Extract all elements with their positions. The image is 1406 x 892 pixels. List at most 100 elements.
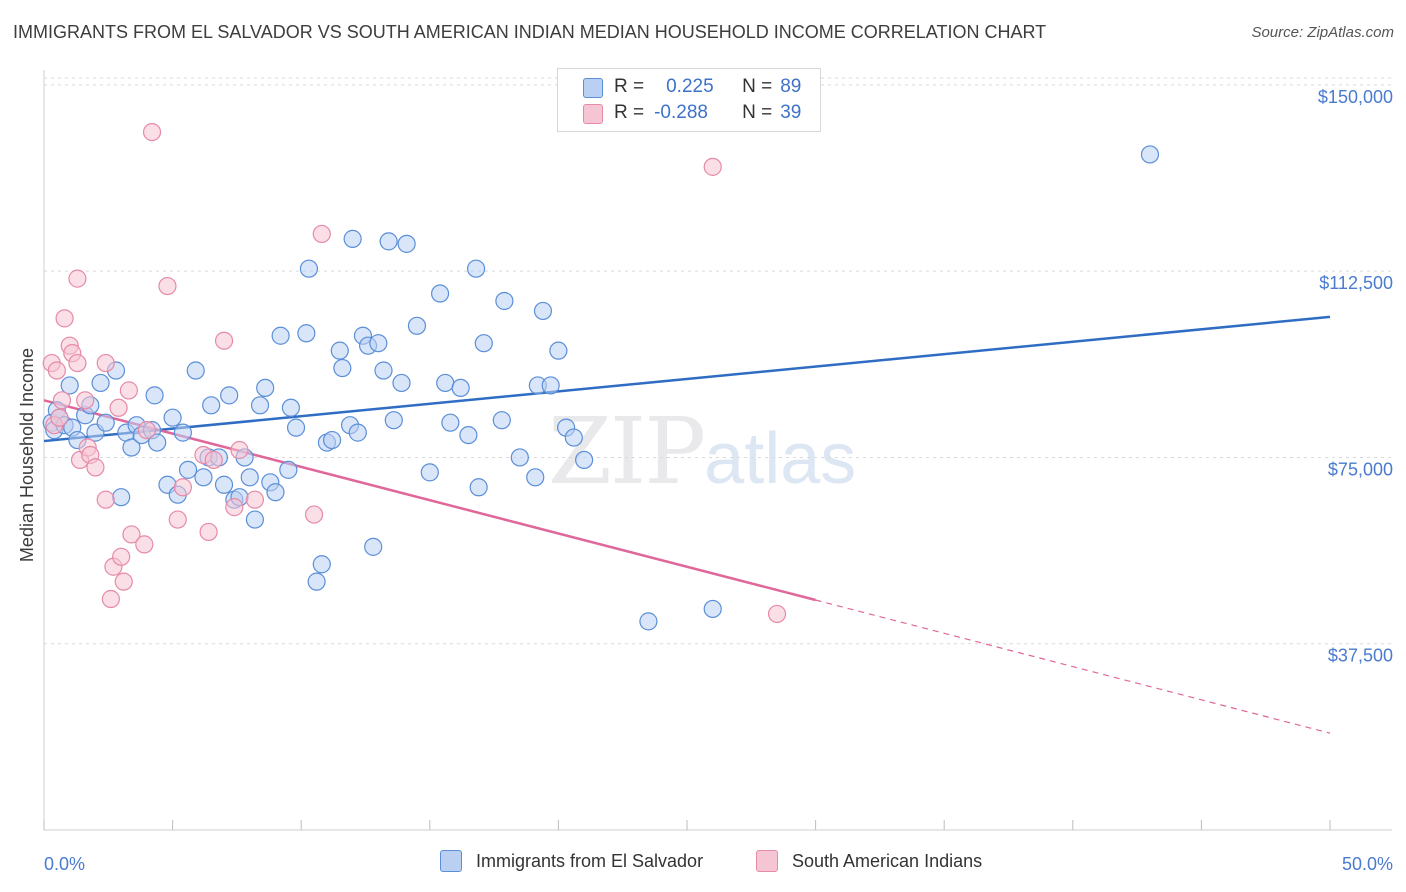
point-el-salvador xyxy=(91,373,110,393)
point-south-american-indian xyxy=(199,522,218,542)
point-el-salvador xyxy=(178,460,198,479)
legend-row-pink: R = -0.288 N = 39 xyxy=(583,101,802,125)
point-south-american-indian xyxy=(119,381,138,400)
y-tick-label: $37,500 xyxy=(1328,646,1393,666)
point-el-salvador xyxy=(186,361,205,380)
legend-n-value: 39 xyxy=(780,102,802,123)
point-el-salvador xyxy=(374,361,393,380)
x-tick-label: 50.0% xyxy=(1342,854,1393,874)
point-el-salvador xyxy=(112,488,131,507)
point-south-american-indian xyxy=(109,398,128,417)
point-el-salvador xyxy=(343,229,362,248)
point-south-american-indian xyxy=(96,353,115,373)
point-south-american-indian xyxy=(55,309,74,328)
point-south-american-indian xyxy=(114,572,133,591)
series-legend-blue: Immigrants from El Salvador xyxy=(440,850,703,872)
series-legend-pink: South American Indians xyxy=(756,850,982,872)
point-el-salvador xyxy=(202,396,221,415)
point-el-salvador xyxy=(430,284,450,303)
point-el-salvador xyxy=(173,423,192,442)
y-tick-label: $112,500 xyxy=(1319,273,1393,293)
point-el-salvador xyxy=(96,413,115,432)
axes xyxy=(43,70,1392,831)
watermark-zip: ZIP xyxy=(548,398,706,505)
point-el-salvador xyxy=(495,291,514,311)
point-el-salvador xyxy=(564,428,583,447)
point-south-american-indian xyxy=(47,361,66,380)
point-el-salvador xyxy=(266,483,285,502)
point-el-salvador xyxy=(469,478,488,497)
point-south-american-indian xyxy=(230,440,249,460)
point-el-salvador xyxy=(364,537,383,556)
point-el-salvador xyxy=(286,418,306,437)
point-el-salvador xyxy=(397,234,416,253)
point-el-salvador xyxy=(312,555,331,574)
trend-line-extrapolated xyxy=(815,599,1331,734)
point-el-salvador xyxy=(122,438,141,457)
point-south-american-indian xyxy=(767,604,787,624)
point-el-salvador xyxy=(148,433,167,452)
point-el-salvador xyxy=(299,259,319,278)
axis-labels: $37,500 $75,000 $112,500 $150,000 0.0% 50.0% M… xyxy=(17,87,1393,874)
point-south-american-indian xyxy=(112,547,131,566)
point-el-salvador xyxy=(575,450,594,470)
point-el-salvador xyxy=(145,386,164,405)
trend-line xyxy=(43,315,1331,443)
point-south-american-indian xyxy=(68,353,87,373)
point-south-american-indian xyxy=(76,391,95,410)
y-tick-label: $150,000 xyxy=(1318,87,1393,107)
y-axis-title: Median Household Income xyxy=(17,348,37,562)
legend-n-label: N = xyxy=(742,76,773,97)
point-south-american-indian xyxy=(142,122,162,142)
point-south-american-indian xyxy=(158,276,177,296)
legend-r-label: R = xyxy=(614,102,645,123)
point-el-salvador xyxy=(1140,145,1160,164)
point-el-salvador xyxy=(703,599,722,619)
point-el-salvador xyxy=(436,373,455,393)
point-south-american-indian xyxy=(68,269,87,288)
point-el-salvador xyxy=(194,468,213,487)
chart-title: IMMIGRANTS FROM EL SALVADOR VS SOUTH AME… xyxy=(13,22,1047,42)
point-el-salvador xyxy=(163,408,182,427)
legend-n-value: 89 xyxy=(780,76,802,97)
point-el-salvador xyxy=(279,460,298,479)
point-south-american-indian xyxy=(168,510,187,529)
point-south-american-indian xyxy=(173,478,192,497)
point-el-salvador xyxy=(459,425,478,445)
point-el-salvador xyxy=(281,398,301,417)
legend-swatch-pink xyxy=(583,104,603,124)
watermark-atlas: atlas xyxy=(704,419,857,499)
source-credit: Source: ZipAtlas.com xyxy=(1251,24,1394,41)
point-el-salvador xyxy=(474,334,493,353)
point-el-salvador xyxy=(420,463,439,482)
point-south-american-indian xyxy=(86,458,105,477)
series-swatch-pink xyxy=(756,850,778,872)
point-south-american-indian xyxy=(703,157,722,176)
trend-line xyxy=(43,399,816,602)
point-el-salvador xyxy=(510,448,529,467)
point-south-american-indian xyxy=(214,331,234,350)
point-el-salvador xyxy=(441,413,460,432)
point-south-american-indian xyxy=(245,490,265,509)
legend-r-value: -0.288 xyxy=(654,102,708,123)
point-el-salvador xyxy=(297,324,316,343)
legend-n-label: N = xyxy=(742,102,773,123)
point-south-american-indian xyxy=(50,408,69,427)
point-south-american-indian xyxy=(304,505,324,524)
point-south-american-indian xyxy=(312,224,331,244)
point-el-salvador xyxy=(220,386,239,405)
correlation-legend: R = 0.225 N = 89 R = -0.288 N = 39 xyxy=(557,68,821,132)
point-el-salvador xyxy=(348,423,367,442)
point-el-salvador xyxy=(541,376,560,395)
point-el-salvador xyxy=(451,378,470,398)
point-el-salvador xyxy=(549,341,568,360)
point-south-american-indian xyxy=(52,391,72,410)
legend-swatch-blue xyxy=(583,78,603,98)
point-el-salvador xyxy=(250,396,270,415)
point-el-salvador xyxy=(245,510,265,529)
point-el-salvador xyxy=(639,612,658,631)
point-el-salvador xyxy=(322,430,342,450)
point-south-american-indian xyxy=(204,450,223,470)
point-south-american-indian xyxy=(135,535,154,554)
